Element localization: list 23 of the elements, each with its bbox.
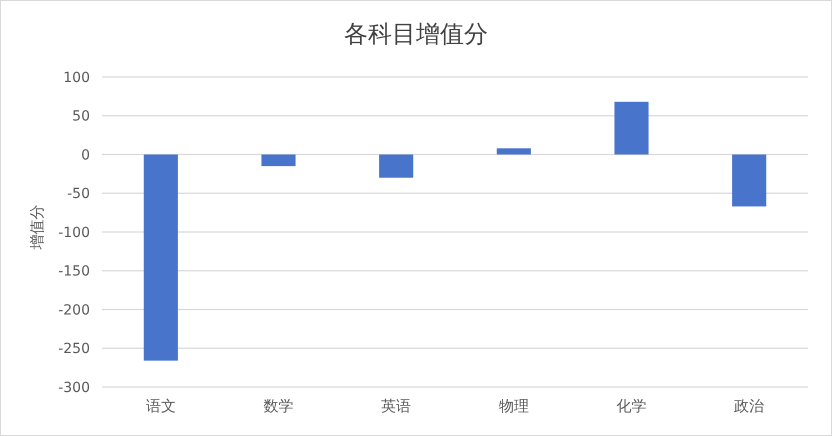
y-tick-label: 0 (81, 147, 90, 164)
chart-title: 各科目增值分 (344, 20, 488, 48)
y-tick-label: -100 (58, 224, 90, 241)
bar (144, 154, 178, 361)
bar (261, 154, 296, 166)
x-tick-label: 化学 (616, 397, 646, 415)
x-tick-label: 英语 (381, 397, 412, 415)
y-tick-label: 50 (72, 108, 90, 125)
y-tick-label: -150 (58, 264, 90, 280)
x-tick-label: 数学 (264, 397, 294, 415)
bar (379, 154, 414, 178)
y-tick-label: -50 (67, 186, 90, 202)
y-tick-label: -300 (58, 380, 90, 396)
y-tick-label: 100 (63, 70, 90, 86)
bar (496, 148, 531, 154)
x-tick-label: 语文 (146, 397, 176, 415)
x-tick-label: 物理 (498, 397, 529, 415)
x-tick-label: 政治 (734, 397, 764, 415)
y-tick-label: -200 (58, 302, 90, 318)
y-tick-label: -250 (58, 341, 90, 358)
bar (614, 102, 649, 154)
bar (732, 154, 766, 206)
y-axis-title: 增值分 (28, 204, 46, 250)
